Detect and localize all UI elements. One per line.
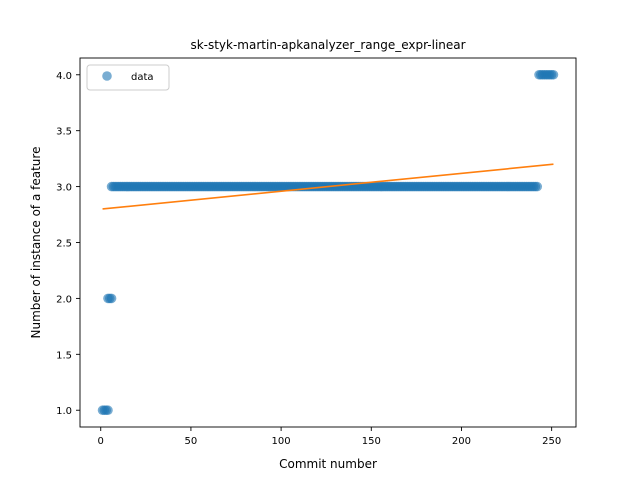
axes-frame: [79, 57, 577, 428]
y-tick-label: 2.5: [56, 239, 72, 250]
data-marks: [97, 69, 559, 416]
x-tick-label: 0: [98, 436, 104, 447]
x-tick-label: 250: [542, 436, 561, 447]
x-axis-label: Commit number: [279, 457, 377, 471]
y-tick-label: 3.0: [56, 183, 72, 194]
legend-label-data: data: [131, 72, 154, 83]
data-point: [106, 293, 117, 304]
legend-marker-data: [102, 71, 112, 81]
y-tick-label: 3.5: [56, 127, 72, 138]
y-axis: 1.0 1.5 2.0 2.5 3.0 3.5 4.0: [56, 71, 80, 417]
y-axis-label: Number of instance of a feature: [29, 147, 43, 339]
x-tick-label: 200: [452, 436, 471, 447]
data-point: [103, 405, 113, 416]
y-tick-label: 2.0: [56, 294, 72, 305]
data-point: [548, 69, 559, 80]
y-tick-label: 1.5: [56, 350, 72, 361]
x-tick-label: 50: [185, 436, 198, 447]
y-tick-label: 4.0: [56, 71, 72, 82]
x-tick-label: 150: [362, 436, 381, 447]
fit-line: [102, 163, 554, 210]
x-axis: 0 50 100 150 200 250: [98, 427, 561, 447]
legend-box: [86, 64, 170, 91]
y-tick-label: 1.0: [56, 406, 72, 417]
chart-title: sk-styk-martin-apkanalyzer_range_expr-li…: [190, 38, 465, 52]
legend: data: [86, 64, 170, 91]
x-tick-label: 100: [272, 436, 291, 447]
data-point: [532, 181, 543, 192]
